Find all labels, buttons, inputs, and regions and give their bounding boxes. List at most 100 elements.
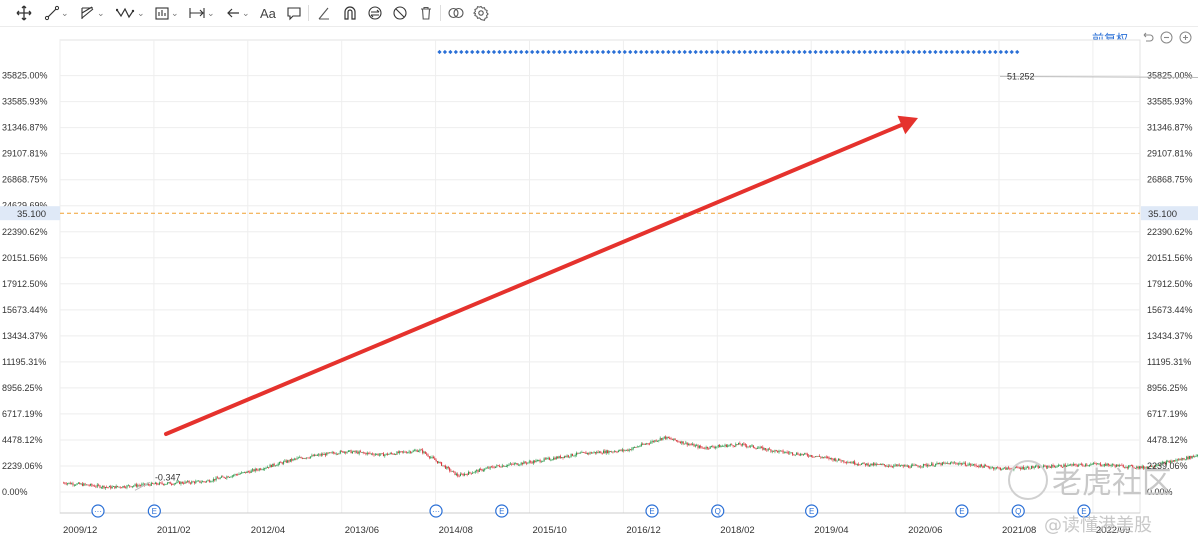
wave-icon[interactable]: ⌄: [116, 3, 145, 23]
candle-body: [955, 462, 957, 464]
candle-body: [322, 454, 324, 455]
candle-body: [924, 464, 926, 465]
compare-icon[interactable]: [447, 3, 465, 23]
candle-body: [792, 452, 794, 455]
candle-body: [883, 464, 885, 466]
range-icon[interactable]: ⌄: [188, 3, 215, 23]
candle-body: [326, 452, 328, 456]
candle-body: [274, 465, 277, 467]
y-tick-label-right: 6717.19%: [1147, 409, 1188, 419]
candle-body: [257, 469, 259, 471]
candle-body: [273, 463, 275, 466]
measure-icon[interactable]: ⌄: [154, 3, 179, 23]
candle-body: [555, 456, 557, 460]
price-tag-right: [1141, 206, 1198, 221]
candle-body: [1047, 466, 1049, 468]
candle-body: [632, 447, 634, 449]
candle-body: [216, 477, 218, 479]
candle-body: [482, 470, 484, 471]
candle-body: [674, 438, 676, 441]
candle-body: [931, 463, 933, 466]
candle-body: [1161, 462, 1163, 464]
candle-body: [463, 473, 466, 476]
candle-body: [289, 459, 291, 462]
candle-body: [920, 466, 922, 468]
zoom-in-icon[interactable]: [1179, 31, 1192, 44]
candle-body: [835, 458, 837, 462]
candle-body: [1125, 466, 1127, 468]
candle-body: [783, 452, 785, 454]
candle-body: [449, 467, 451, 471]
y-tick-label-right: 8956.25%: [1147, 383, 1188, 393]
candle-body: [825, 456, 827, 458]
candle-body: [156, 482, 158, 485]
text-icon[interactable]: Aa: [260, 5, 276, 21]
candle-body: [1107, 463, 1109, 465]
candle-body: [635, 447, 637, 448]
candle-body: [245, 471, 247, 473]
candle-body: [400, 451, 402, 453]
price-chart[interactable]: 35825.00% 35825.00% 33585.93% 33585.93% 3134…: [0, 26, 1198, 547]
undo-icon[interactable]: [1141, 31, 1154, 44]
event-marker: ···: [91, 504, 105, 518]
candle-body: [1164, 462, 1166, 465]
candle-body: [756, 447, 758, 449]
pitchfork-icon[interactable]: ⌄: [80, 3, 105, 23]
candle-body: [1002, 467, 1004, 470]
x-tick-label: 2015/10: [533, 525, 567, 536]
candle-body: [373, 454, 375, 456]
candle-body: [358, 451, 360, 454]
candle-body: [206, 480, 208, 482]
candle-body: [118, 486, 120, 488]
magnet-icon[interactable]: [342, 3, 358, 23]
candle-body: [469, 471, 471, 473]
candle-body: [1110, 465, 1112, 466]
sync-icon[interactable]: [367, 3, 383, 23]
candle-body: [881, 464, 883, 465]
candle-body: [446, 466, 448, 469]
trend-line-icon[interactable]: ⌄: [44, 3, 69, 23]
candle-body: [652, 441, 655, 442]
candle-body: [951, 462, 953, 464]
candle-body: [192, 481, 194, 483]
y-tick-label-left: 22390.62%: [2, 227, 48, 237]
price-tag-right-label: 35.100: [1148, 209, 1177, 220]
trash-icon[interactable]: [418, 3, 434, 23]
candle-body: [445, 465, 447, 469]
candle-body: [681, 441, 683, 444]
candle-body: [330, 452, 332, 454]
ruler-icon[interactable]: [316, 3, 332, 23]
candle-body: [809, 455, 811, 457]
arrow-icon[interactable]: ⌄: [225, 3, 250, 23]
candle-body: [974, 464, 976, 466]
candle-body: [731, 444, 733, 446]
candle-body: [100, 487, 102, 489]
candle-body: [740, 444, 742, 446]
candle-body: [958, 463, 960, 465]
comment-icon[interactable]: [286, 3, 302, 23]
price-tag-left-label: 35.100: [17, 209, 46, 220]
candle-body: [733, 446, 736, 447]
crosshair-icon[interactable]: [16, 3, 32, 23]
candle-body: [431, 456, 433, 458]
event-marker: E: [805, 504, 819, 518]
candle-body: [1008, 467, 1010, 469]
candle-body: [789, 452, 791, 454]
y-tick-label-left: 31346.87%: [2, 123, 48, 133]
candle-body: [254, 468, 256, 472]
candle-body: [582, 452, 584, 453]
candle-body: [617, 450, 619, 453]
settings-icon[interactable]: [473, 3, 489, 23]
candle-body: [341, 450, 343, 452]
candle-body: [666, 436, 668, 439]
candle-body: [351, 451, 353, 454]
candle-body: [497, 465, 499, 467]
candle-body: [68, 482, 70, 484]
candle-body: [252, 469, 254, 471]
candle-body: [328, 452, 331, 454]
zoom-out-icon[interactable]: [1160, 31, 1173, 44]
candle-body: [162, 483, 164, 485]
hide-icon[interactable]: [392, 3, 408, 23]
event-marker: Q: [711, 504, 725, 518]
candle-body: [855, 464, 857, 465]
